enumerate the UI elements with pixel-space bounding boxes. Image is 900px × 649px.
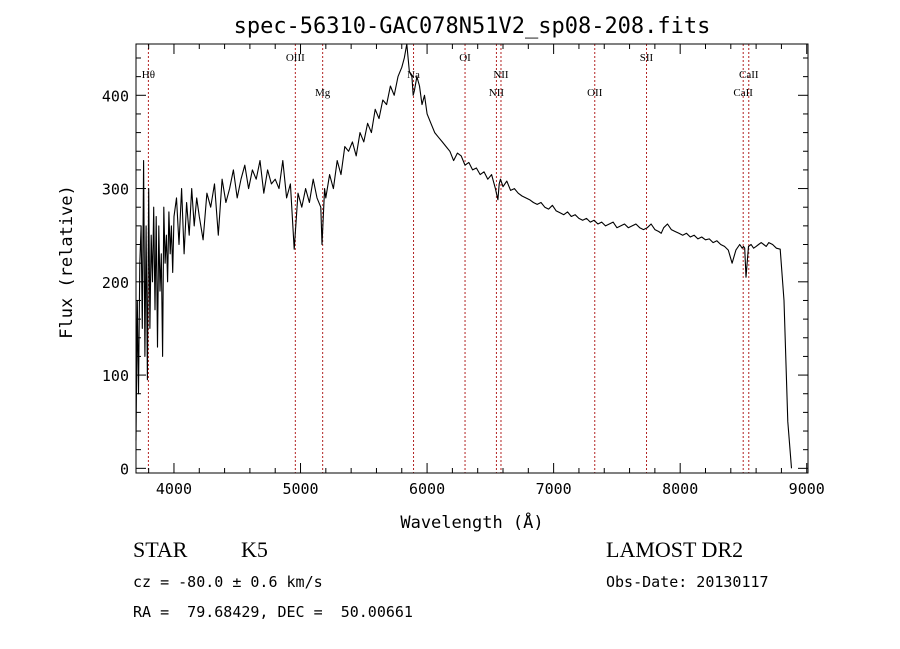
y-tick-label: 200	[102, 274, 129, 292]
spectral-line-label: OI	[459, 52, 471, 64]
spectral-line-label: CaII	[733, 87, 753, 99]
y-tick-label: 400	[102, 87, 129, 105]
spectral-line-label: CaII	[739, 69, 759, 81]
y-tick-label: 300	[102, 181, 129, 199]
chart-title: spec-56310-GAC078N51V2_sp08-208.fits	[234, 14, 711, 39]
axes: 4000 5000 6000 7000 8000 9000 0 100 200 300 400	[102, 44, 825, 498]
spectral-line-label: Hθ	[142, 69, 155, 81]
subclass-label: K5	[241, 537, 268, 562]
y-tick-label: 0	[120, 460, 129, 478]
x-tick-label: 9000	[789, 480, 825, 498]
survey-label: LAMOST DR2	[606, 537, 744, 562]
spectral-line-label: SII	[640, 52, 654, 64]
x-tick-label: 4000	[156, 480, 192, 498]
spectral-line-label: OII	[587, 87, 603, 99]
class-label: STAR	[133, 537, 188, 562]
x-tick-label: 5000	[282, 480, 318, 498]
spectral-line-label: NII	[493, 69, 509, 81]
x-tick-label: 6000	[409, 480, 445, 498]
cz-value: cz = -80.0 ± 0.6 km/s	[133, 573, 323, 591]
spectral-line-label: OIII	[286, 52, 305, 64]
spectral-line-label: NII	[489, 87, 505, 99]
coordinates: RA = 79.68429, DEC = 50.00661	[133, 603, 413, 621]
obs-date: Obs-Date: 20130117	[606, 573, 769, 591]
spectral-line-label: Mg	[315, 87, 331, 99]
x-tick-label: 7000	[536, 480, 572, 498]
data-layer	[135, 43, 793, 469]
spectrum-series-line	[135, 43, 793, 469]
x-axis-label: Wavelength (Å)	[400, 511, 543, 533]
y-axis-label: Flux (relative)	[57, 185, 77, 339]
x-tick-label: 8000	[662, 480, 698, 498]
plot-frame	[135, 43, 809, 474]
y-tick-label: 100	[102, 367, 129, 385]
